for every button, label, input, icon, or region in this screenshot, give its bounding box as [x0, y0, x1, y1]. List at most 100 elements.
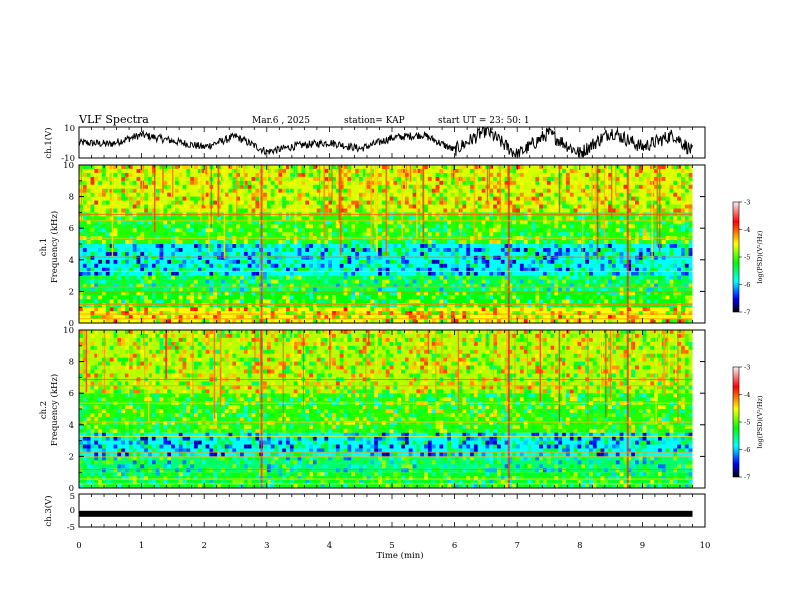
spectrogram-cell — [378, 188, 382, 193]
spectrogram-cell — [592, 307, 597, 312]
spectrogram-cell — [255, 456, 260, 461]
spectrogram-cell — [519, 255, 524, 260]
spectrogram-cell — [661, 440, 666, 445]
spectrogram-cell — [247, 456, 252, 461]
spectrogram-cell — [481, 220, 486, 225]
spectrogram-cell — [473, 444, 478, 449]
spectrogram-cell — [558, 200, 563, 205]
spectrogram-cell — [550, 228, 555, 233]
spectrogram-cell — [615, 440, 620, 445]
spectrogram-cell — [508, 248, 513, 252]
spectrogram-cell — [669, 204, 674, 209]
spectrogram-cell — [243, 464, 248, 469]
spectrogram-cell — [263, 176, 267, 181]
spectrogram-cell — [404, 460, 409, 465]
spectrogram-cell — [416, 176, 421, 181]
spectrogram-cell — [420, 244, 425, 248]
spectrogram-cell — [604, 228, 609, 233]
spectrogram-cell — [358, 315, 363, 320]
spectrogram-cell — [105, 228, 110, 233]
spectrogram-cell — [140, 291, 145, 296]
spectrogram-cell — [523, 228, 528, 233]
spectrogram-cell — [178, 303, 183, 308]
spectrogram-cell — [485, 295, 490, 300]
spectrogram-cell — [600, 228, 605, 233]
spectrogram-cell — [240, 184, 244, 189]
spectrogram-cell — [631, 460, 635, 465]
spectrogram-cell — [542, 165, 547, 169]
spectrogram-cell — [631, 240, 635, 245]
spectrogram-cell — [270, 444, 275, 449]
spectrogram-cell — [612, 444, 616, 449]
spectrogram-cell — [443, 224, 448, 229]
spectrogram-cell — [117, 216, 122, 221]
spectrogram-cell — [535, 180, 540, 185]
spectrogram-cell — [612, 248, 616, 252]
spectrogram-cell — [94, 271, 99, 276]
spectrogram-cell — [642, 468, 647, 473]
spectrogram-cell — [619, 480, 624, 485]
spectrogram-cell — [105, 452, 110, 457]
sferic-streak — [375, 165, 378, 253]
spectrogram-cell — [182, 460, 187, 465]
spectrogram-cell — [132, 275, 137, 280]
spectrogram-cell — [136, 460, 141, 465]
spectrogram-cell — [481, 168, 486, 173]
spectrogram-cell — [454, 168, 459, 173]
spectrogram-cell — [201, 271, 206, 276]
spectrogram-cell — [378, 287, 382, 292]
spectrogram-cell — [328, 456, 333, 461]
spectrogram-cell — [466, 248, 471, 252]
spectrogram-cell — [98, 444, 103, 449]
spectrogram-cell — [190, 291, 195, 296]
spectrogram-cell — [462, 456, 467, 461]
spectrogram-cell — [443, 165, 448, 169]
spectrogram-cell — [554, 484, 559, 488]
spectrogram-cell — [608, 436, 612, 441]
spectrogram-cell — [650, 279, 655, 284]
spectrogram-cell — [470, 232, 474, 237]
spectrogram-cell — [404, 172, 409, 177]
spectrogram-cell — [535, 444, 540, 449]
spectrogram-cell — [113, 172, 118, 177]
spectrogram-cell — [94, 200, 99, 205]
spectrogram-cell — [263, 436, 267, 441]
spectrogram-cell — [343, 279, 348, 284]
date-label: Mar.6 , 2025 — [252, 116, 310, 126]
spectrogram-cell — [481, 279, 486, 284]
spectrogram-cell — [232, 468, 237, 473]
spectrogram-cell — [604, 299, 609, 304]
spectrogram-cell — [263, 472, 267, 477]
spectrogram-cell — [535, 172, 540, 177]
spectrogram-cell — [355, 232, 359, 237]
spectrogram-cell — [592, 440, 597, 445]
spectrogram-cell — [297, 456, 302, 461]
spectrogram-cell — [681, 216, 685, 221]
spectrogram-cell — [374, 452, 379, 457]
spectrogram-cell — [82, 436, 87, 441]
spectrogram-cell — [615, 311, 620, 316]
spectrogram-cell — [393, 464, 398, 469]
spectrogram-cell — [565, 287, 570, 292]
spectrogram-cell — [669, 248, 674, 252]
spectrogram-cell — [94, 283, 99, 288]
spectrogram-cell — [385, 432, 390, 437]
spectrogram-cell — [109, 244, 114, 248]
spectrogram-cell — [201, 232, 206, 237]
spectrogram-cell — [190, 180, 195, 185]
spectrogram-cell — [681, 484, 685, 488]
spectrogram-cell — [136, 184, 141, 189]
spectrogram-cell — [596, 165, 601, 169]
spectrogram-cell — [623, 259, 628, 264]
spectrogram-cell — [619, 472, 624, 477]
spectrogram-cell — [573, 448, 578, 453]
spectrogram-cell — [297, 168, 302, 173]
spectrogram-cell — [335, 315, 340, 320]
spectrogram-cell — [255, 484, 260, 488]
spectrogram-cell — [236, 315, 241, 320]
spectrogram-cell — [565, 468, 570, 473]
spectrogram-cell — [274, 255, 279, 260]
spectrogram-cell — [627, 255, 632, 260]
spectrogram-cell — [347, 464, 352, 469]
spectrogram-cell — [654, 468, 658, 473]
